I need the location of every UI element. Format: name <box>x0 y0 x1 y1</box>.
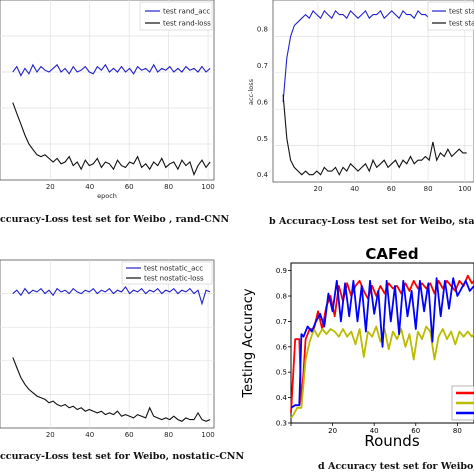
x-tick-label: 20 <box>46 183 55 191</box>
panel-b-x-ticks: 20 40 60 80 100 <box>314 185 472 193</box>
y-tick-label: 0.7 <box>276 318 287 326</box>
panel-d-y-label: Testing Accuracy <box>241 288 256 398</box>
x-tick-label: 100 <box>201 431 214 439</box>
panel-b-static-cnn: 20 40 60 80 100 0.4 0.5 0.6 0.7 0.8 acc-loss tes… <box>247 0 474 227</box>
y-tick-label: 0.4 <box>257 171 269 179</box>
panel-b-legend-acc: test sta <box>449 8 474 16</box>
x-tick-label: 20 <box>314 185 323 193</box>
x-tick-label: 80 <box>164 431 173 439</box>
x-tick-label: 60 <box>411 427 420 435</box>
x-tick-label: 100 <box>458 185 471 193</box>
panel-a-caption: ccuracy-Loss test set for Weibo , rand-C… <box>0 214 230 225</box>
series-line <box>12 63 211 77</box>
x-tick-label: 100 <box>201 183 214 191</box>
panel-c-caption: ccuracy-Loss test set for Weibo, nostati… <box>0 451 244 462</box>
panel-c-legend: test nostatic_acc test nostatic-loss <box>121 261 213 285</box>
panel-c-x-ticks: 20 40 60 80 100 <box>46 431 215 439</box>
panel-d-lines <box>290 274 474 419</box>
panel-d-x-ticks: 20 40 60 80 <box>290 423 462 435</box>
panel-d-cafed: CAFed 20 40 60 80 0.3 0.4 0.5 0.6 0.7 0.8 0.9 Tes… <box>241 245 474 472</box>
panel-c-legend-loss: test nostatic-loss <box>144 275 204 283</box>
x-tick-label: 40 <box>350 185 359 193</box>
panel-b-legend-box <box>427 1 474 31</box>
panel-a-lines <box>12 63 211 177</box>
x-tick-label: 60 <box>125 431 134 439</box>
y-tick-label: 0.3 <box>276 420 287 428</box>
panel-c-nostatic-cnn: 20 40 60 80 100 test nostatic_acc test nosta… <box>0 259 244 462</box>
panel-c-plot-area <box>0 259 215 429</box>
panel-c-lines <box>12 285 211 422</box>
x-tick-label: 20 <box>46 431 55 439</box>
panel-b-y-label: acc-loss <box>247 78 255 105</box>
panel-d-caption: d Accuracy test set for Weibo, CAFed <box>318 461 474 472</box>
panel-b-y-ticks: 0.4 0.5 0.6 0.7 0.8 <box>257 26 269 180</box>
panel-b-legend: test sta test sta <box>427 1 474 31</box>
panel-d-legend <box>451 385 474 421</box>
panel-d-y-ticks: 0.3 0.4 0.5 0.6 0.7 0.8 0.9 <box>276 267 291 428</box>
panel-c-legend-box <box>121 261 213 285</box>
x-tick-label: 80 <box>164 183 173 191</box>
x-tick-label: 60 <box>387 185 396 193</box>
panel-d-x-label: Rounds <box>364 432 419 450</box>
y-tick-label: 0.4 <box>276 394 288 402</box>
y-tick-label: 0.8 <box>276 293 287 301</box>
series-line <box>12 102 211 177</box>
panel-b-caption: b Accuracy-Loss test set for Weibo, stat… <box>269 216 474 227</box>
panel-a-legend-acc: test rand_acc <box>163 8 210 16</box>
panel-a-legend-loss: test rand-loss <box>163 20 211 28</box>
panel-a-grid <box>0 0 214 180</box>
panel-b-legend-loss: test sta <box>449 20 474 28</box>
y-tick-label: 0.8 <box>257 26 268 34</box>
series-line <box>12 285 211 306</box>
x-tick-label: 80 <box>424 185 433 193</box>
y-tick-label: 0.6 <box>257 98 269 106</box>
x-tick-label: 40 <box>370 427 379 435</box>
x-tick-label: 60 <box>125 183 134 191</box>
x-tick-label: 40 <box>85 183 94 191</box>
panel-a-x-label: epoch <box>97 192 117 200</box>
x-tick-label: 20 <box>328 427 337 435</box>
y-tick-label: 0.7 <box>257 62 268 70</box>
series-line <box>12 357 211 422</box>
y-tick-label: 0.5 <box>276 369 287 377</box>
panel-a-legend-box <box>139 1 213 31</box>
panel-d-title: CAFed <box>365 245 418 263</box>
y-tick-label: 0.5 <box>257 135 268 143</box>
panel-a-rand-cnn: 20 40 60 80 100 epoch test rand_acc test ran… <box>0 0 230 225</box>
panel-a-legend: test rand_acc test rand-loss <box>139 1 213 31</box>
series-line-blue <box>290 277 474 409</box>
y-tick-label: 0.6 <box>276 343 288 351</box>
x-tick-label: 80 <box>453 427 462 435</box>
x-tick-label: 40 <box>85 431 94 439</box>
panel-a-x-ticks: 20 40 60 80 100 <box>46 183 215 191</box>
y-tick-label: 0.9 <box>276 267 287 275</box>
panel-b-plot-area <box>272 0 474 183</box>
series-line <box>282 94 467 176</box>
panel-c-legend-acc: test nostatic_acc <box>144 265 203 273</box>
panel-b-grid <box>273 0 474 182</box>
